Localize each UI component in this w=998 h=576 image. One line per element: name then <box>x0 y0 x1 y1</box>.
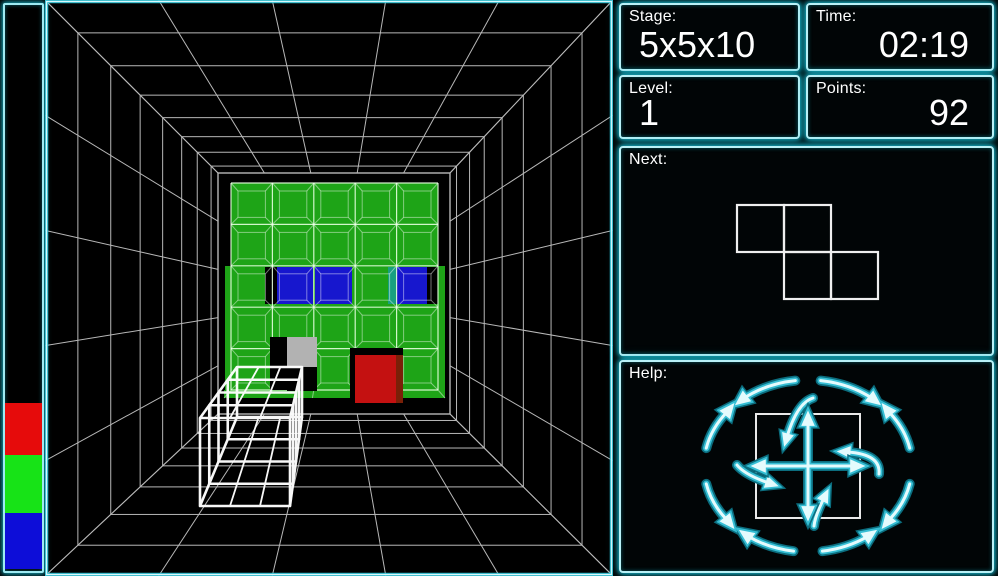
stage-label: Stage: <box>629 8 677 25</box>
help-label: Help: <box>629 365 668 382</box>
help-gesture-diagram <box>701 375 915 557</box>
level-label: Level: <box>629 80 673 97</box>
move-cross-arrows <box>741 401 875 531</box>
time-panel: Time: 02:19 <box>806 3 994 71</box>
level-value: 1 <box>639 92 660 133</box>
time-value: 02:19 <box>878 24 969 65</box>
points-label: Points: <box>816 80 867 97</box>
time-label: Time: <box>816 8 857 25</box>
pit-wireframe <box>44 0 614 576</box>
level-panel: Level: 1 <box>619 75 800 139</box>
falling-piece <box>198 365 304 508</box>
next-piece-preview <box>735 203 880 301</box>
help-panel: Help: <box>619 360 994 573</box>
landed-stack <box>223 182 446 403</box>
next-label: Next: <box>629 151 668 168</box>
blue-layer <box>5 513 42 569</box>
pit-viewport[interactable] <box>44 0 614 576</box>
points-value: 92 <box>928 92 969 133</box>
red-layer <box>5 403 42 455</box>
stage-value: 5x5x10 <box>639 24 756 65</box>
depth-indicator-bar <box>3 3 44 573</box>
next-piece-cells <box>735 203 880 301</box>
rotate-arrows <box>701 375 915 557</box>
points-panel: Points: 92 <box>806 75 994 139</box>
next-piece-panel: Next: <box>619 146 994 356</box>
pit-svg <box>44 0 614 576</box>
stage-panel: Stage: 5x5x10 <box>619 3 800 71</box>
green-layer <box>5 455 42 513</box>
stack-grid <box>230 182 439 391</box>
